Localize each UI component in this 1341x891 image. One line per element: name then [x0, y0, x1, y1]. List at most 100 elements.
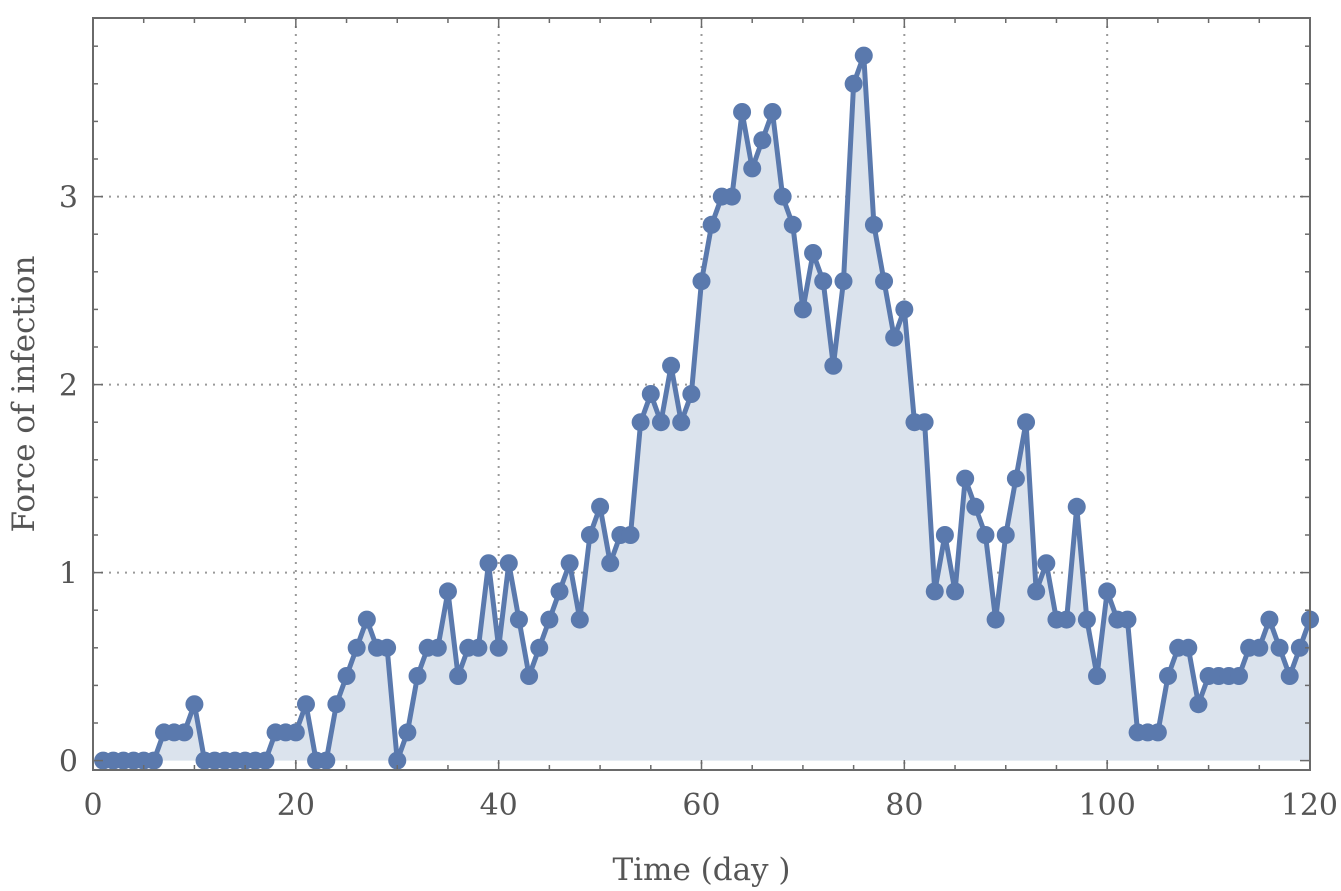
- data-point: [1006, 469, 1025, 488]
- data-point: [449, 667, 468, 685]
- data-point: [378, 638, 397, 657]
- data-point: [144, 751, 163, 770]
- data-point: [996, 526, 1015, 544]
- data-point: [570, 610, 589, 629]
- data-point: [357, 610, 376, 629]
- data-point: [1098, 582, 1117, 601]
- data-point: [946, 582, 965, 601]
- data-point: [479, 554, 498, 573]
- data-point: [895, 300, 914, 319]
- data-point: [489, 638, 508, 657]
- data-point: [986, 610, 1005, 629]
- x-tick-label: 0: [83, 788, 102, 823]
- data-point: [1037, 554, 1056, 573]
- data-point: [621, 526, 640, 544]
- y-tick-label: 2: [59, 369, 78, 404]
- y-tick-label: 3: [59, 181, 78, 216]
- data-point: [824, 356, 843, 375]
- data-point: [337, 667, 356, 685]
- data-point: [885, 328, 904, 347]
- data-point: [550, 582, 569, 601]
- data-point: [347, 638, 366, 657]
- data-point: [773, 187, 792, 206]
- data-point: [499, 554, 518, 573]
- data-point: [408, 667, 427, 685]
- data-point: [327, 695, 346, 714]
- data-point: [804, 244, 823, 262]
- data-point: [662, 356, 681, 375]
- data-point: [1088, 667, 1107, 685]
- data-point: [814, 272, 833, 291]
- data-point: [256, 751, 275, 770]
- x-axis-title: Time (day ): [612, 852, 790, 888]
- data-point: [388, 751, 407, 770]
- x-tick-label: 60: [682, 788, 720, 823]
- data-point: [1067, 497, 1086, 516]
- data-point: [875, 272, 894, 291]
- data-point: [428, 638, 447, 657]
- data-point: [1148, 723, 1167, 742]
- data-point: [317, 751, 336, 770]
- y-axis-title: Force of infection: [6, 256, 42, 533]
- data-point: [530, 638, 549, 657]
- data-point: [722, 187, 741, 206]
- tick-labels: 0 20 40 60 80 100 120 0 1 2 3: [59, 181, 1338, 823]
- data-point: [702, 215, 721, 234]
- data-point: [651, 413, 670, 432]
- data-point: [185, 695, 204, 714]
- x-tick-label: 40: [480, 788, 518, 823]
- data-point: [1017, 413, 1036, 432]
- data-point: [580, 526, 599, 544]
- y-tick-label: 1: [59, 557, 78, 592]
- x-tick-label: 80: [885, 788, 923, 823]
- data-point: [540, 610, 559, 629]
- data-point: [1189, 695, 1208, 714]
- data-point: [915, 413, 934, 432]
- data-point: [854, 46, 873, 65]
- data-point: [682, 385, 701, 403]
- data-point: [175, 723, 194, 742]
- data-point: [1280, 667, 1299, 685]
- data-point: [935, 526, 954, 544]
- data-point: [743, 159, 762, 178]
- data-point: [591, 497, 610, 516]
- data-point: [976, 526, 995, 544]
- data-point: [398, 723, 417, 742]
- data-point: [793, 300, 812, 319]
- data-point: [733, 103, 752, 121]
- data-point: [1270, 638, 1289, 657]
- data-point: [469, 638, 488, 657]
- data-point: [520, 667, 539, 685]
- data-point: [438, 582, 457, 601]
- data-point: [631, 413, 650, 432]
- y-tick-label: 0: [59, 745, 78, 780]
- data-point: [692, 272, 711, 291]
- data-point: [641, 385, 660, 403]
- data-point: [672, 413, 691, 432]
- x-tick-label: 120: [1281, 788, 1338, 823]
- data-point: [1118, 610, 1137, 629]
- data-point: [1260, 610, 1279, 629]
- data-point: [296, 695, 315, 714]
- data-point: [844, 74, 863, 93]
- data-point: [1159, 667, 1178, 685]
- x-tick-label: 20: [277, 788, 315, 823]
- data-point: [1179, 638, 1198, 657]
- data-point: [1027, 582, 1046, 601]
- data-point: [509, 610, 528, 629]
- x-tick-label: 100: [1079, 788, 1136, 823]
- data-point: [1057, 610, 1076, 629]
- data-point: [966, 497, 985, 516]
- data-point: [1290, 638, 1309, 657]
- data-point: [753, 131, 772, 150]
- data-point: [560, 554, 579, 573]
- series-area: [103, 55, 1310, 761]
- data-point: [864, 215, 883, 234]
- data-point: [763, 103, 782, 121]
- data-point: [925, 582, 944, 601]
- data-point: [286, 723, 305, 742]
- data-point: [1230, 667, 1249, 685]
- plot-frame: [92, 17, 1311, 771]
- data-point: [1250, 638, 1269, 657]
- data-point: [956, 469, 975, 488]
